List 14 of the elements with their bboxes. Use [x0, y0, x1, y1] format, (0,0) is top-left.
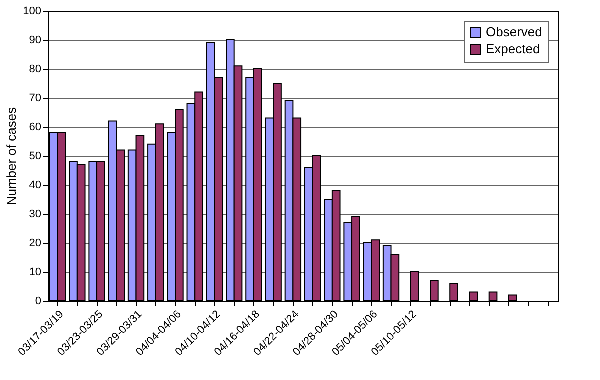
y-axis-title: Number of cases	[4, 106, 20, 206]
y-tick-label: 10	[29, 266, 42, 278]
y-tick-label: 40	[29, 180, 42, 192]
y-tick-label: 50	[29, 150, 42, 162]
legend-label: Observed	[486, 24, 542, 40]
y-tick-label: 70	[29, 92, 42, 104]
legend-label: Expected	[486, 42, 540, 56]
y-tick-label: 30	[29, 208, 42, 220]
y-tick-label: 60	[29, 122, 42, 134]
y-tick-label: 100	[23, 6, 42, 18]
y-tick-label: 90	[29, 34, 42, 46]
y-tick-label: 0	[35, 296, 42, 308]
y-tick-label: 80	[29, 64, 42, 76]
y-tick-label: 20	[29, 238, 42, 250]
